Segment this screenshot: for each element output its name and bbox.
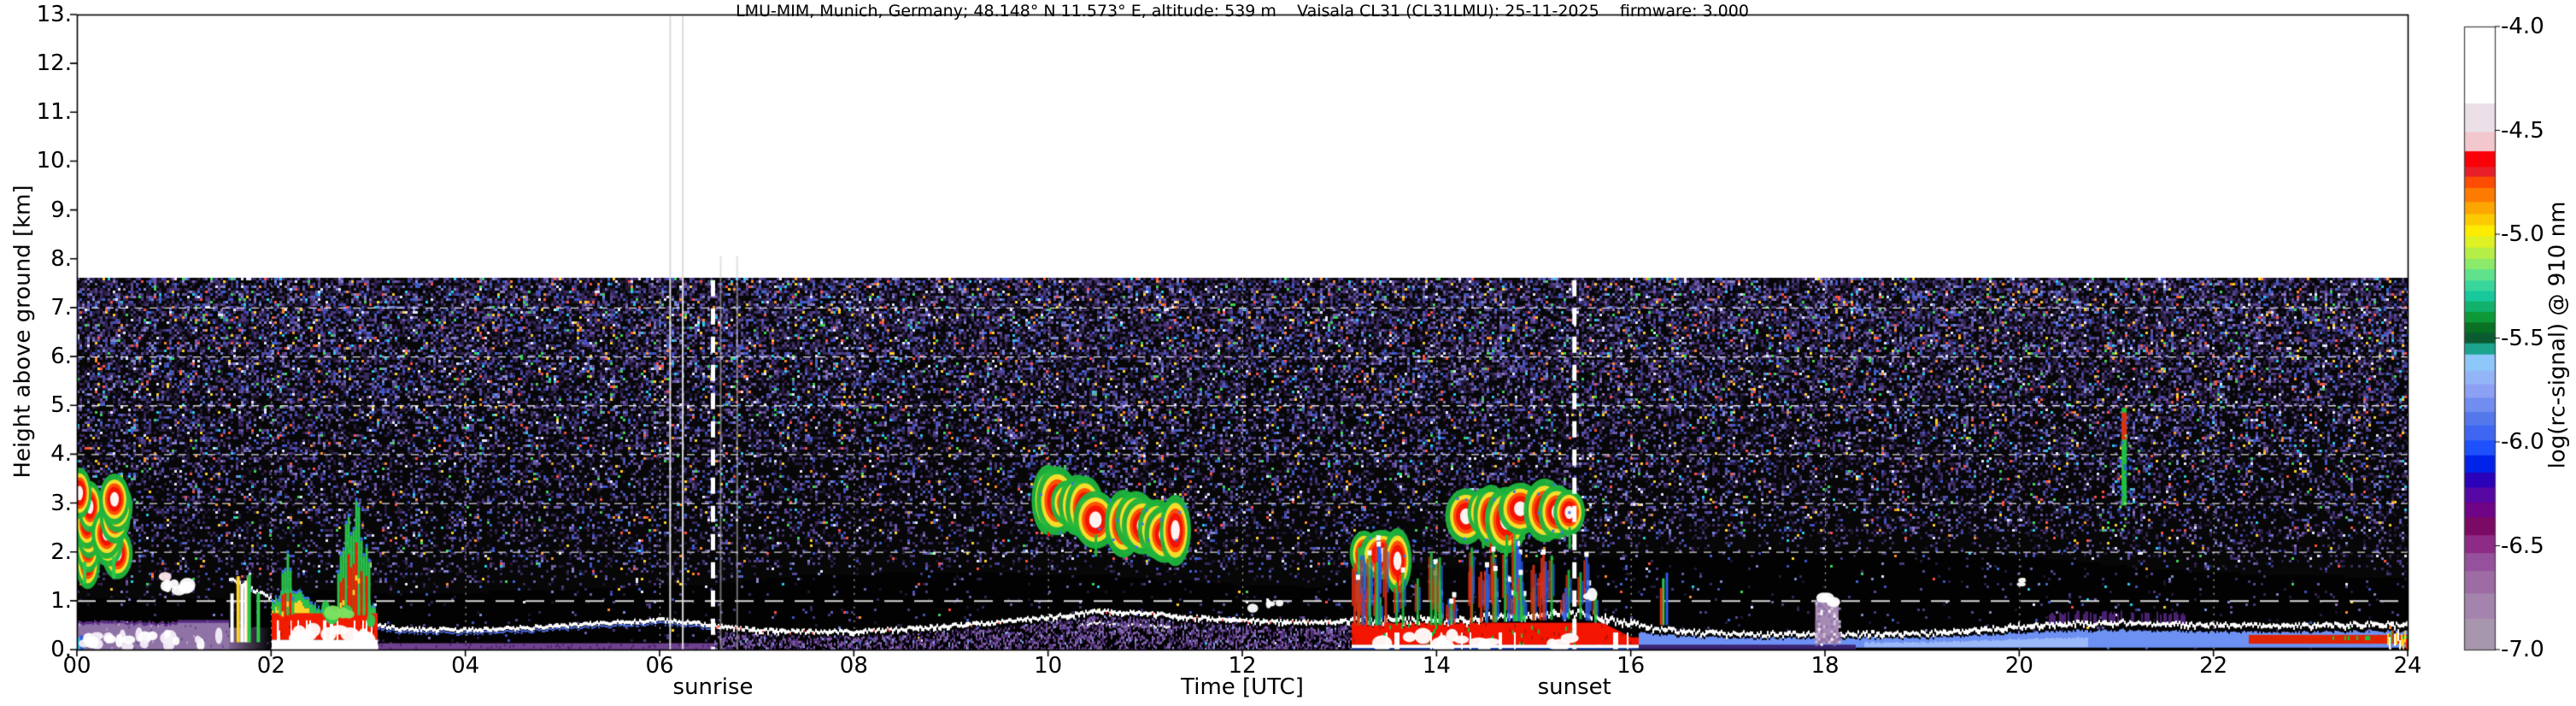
sunrise-annotation: sunrise bbox=[672, 674, 754, 700]
colorbar-label: log(rc-signal) @ 910 nm bbox=[2544, 201, 2571, 469]
colorbar-tick-label: -4.5 bbox=[2501, 117, 2544, 144]
x-tick-label: 08 bbox=[839, 653, 868, 679]
x-tick-label: 14 bbox=[1422, 653, 1451, 679]
x-tick-label: 22 bbox=[2199, 653, 2228, 679]
y-tick-label: 10. bbox=[36, 148, 72, 174]
sunset-annotation: sunset bbox=[1537, 674, 1611, 700]
y-tick-label: 2. bbox=[50, 538, 72, 565]
y-tick-label: 4. bbox=[50, 441, 72, 468]
y-tick-label: 12. bbox=[36, 50, 72, 77]
colorbar-tick-label: -5.0 bbox=[2501, 221, 2544, 247]
y-tick-label: 1. bbox=[50, 587, 72, 614]
y-tick-label: 8. bbox=[50, 245, 72, 272]
colorbar-tick-label: -6.0 bbox=[2501, 429, 2544, 455]
y-tick-label: 6. bbox=[50, 344, 72, 370]
colorbar-tick-label: -7.0 bbox=[2501, 637, 2544, 662]
x-tick-label: 24 bbox=[2393, 653, 2422, 679]
y-axis-label: Height above ground [km] bbox=[9, 185, 36, 479]
x-axis-label: Time [UTC] bbox=[1181, 674, 1304, 700]
x-tick-label: 20 bbox=[2004, 653, 2033, 679]
y-tick-label: 11. bbox=[36, 99, 72, 126]
colorbar-tick-label: -6.5 bbox=[2501, 532, 2544, 559]
y-tick-label: 9. bbox=[50, 197, 72, 223]
colorbar-tick-label: -4.0 bbox=[2501, 14, 2544, 39]
x-tick-label: 16 bbox=[1617, 653, 1646, 679]
y-tick-label: 5. bbox=[50, 392, 72, 419]
page-title: LMU-MIM, Munich, Germany; 48.148° N 11.5… bbox=[736, 2, 1749, 21]
y-tick-label: 3. bbox=[50, 490, 72, 516]
y-tick-label: 7. bbox=[50, 294, 72, 321]
x-tick-label: 00 bbox=[62, 653, 91, 679]
x-tick-label: 10 bbox=[1034, 653, 1063, 679]
colorbar-tick-label: -5.5 bbox=[2501, 325, 2544, 351]
x-tick-label: 02 bbox=[256, 653, 285, 679]
x-tick-label: 18 bbox=[1810, 653, 1840, 679]
y-tick-label: 13. bbox=[36, 2, 72, 27]
x-tick-label: 04 bbox=[451, 653, 480, 679]
x-tick-label: 06 bbox=[645, 653, 674, 679]
x-tick-label: 12 bbox=[1228, 653, 1257, 679]
y-tick-label: 0. bbox=[50, 637, 72, 662]
